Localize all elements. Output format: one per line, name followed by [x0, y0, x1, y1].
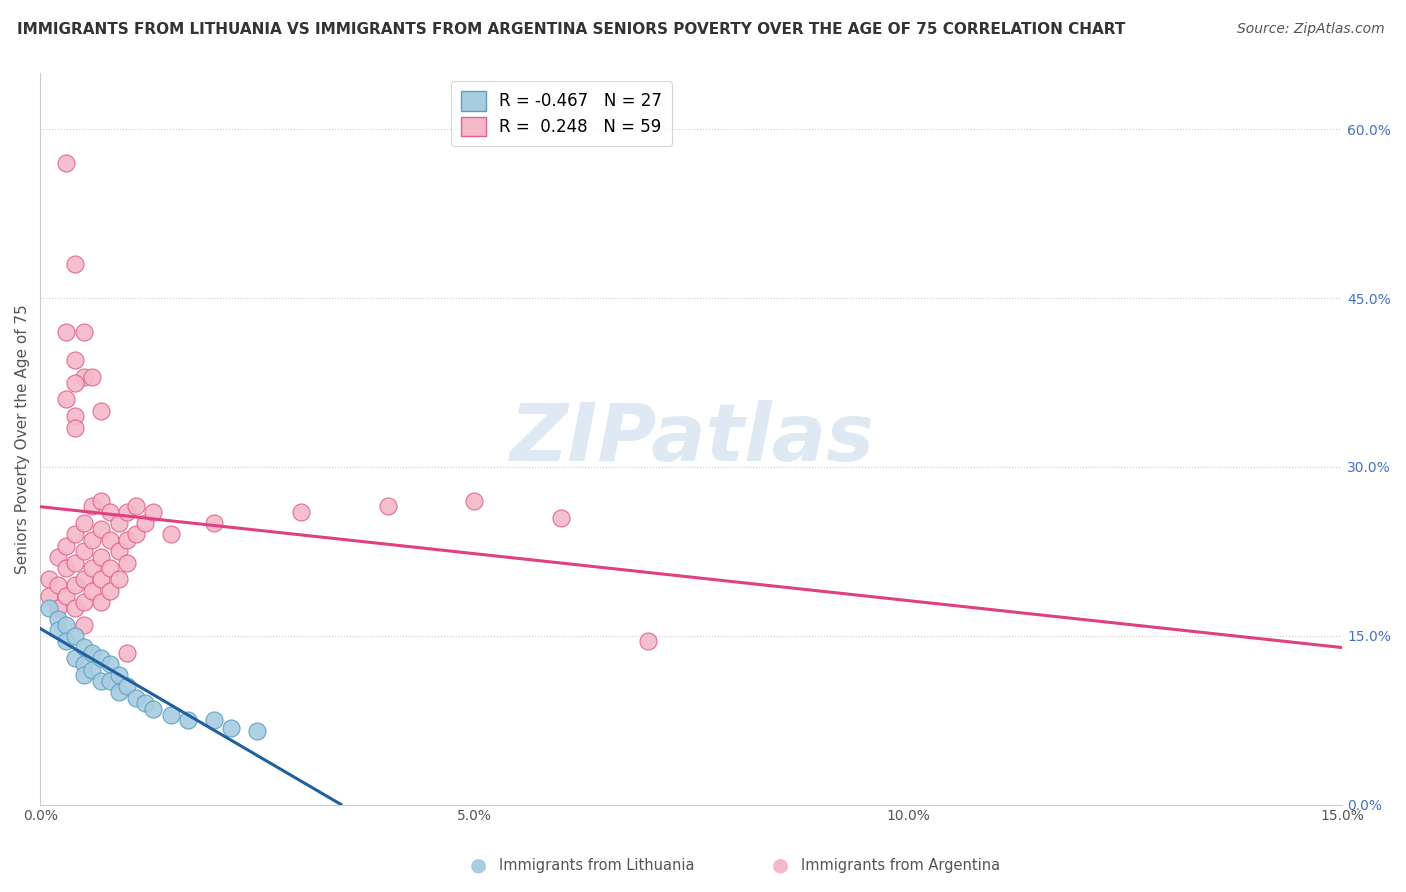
Point: [38, 573, 60, 587]
Point: [115, 646, 138, 660]
Point: [63, 257, 86, 271]
Point: [90, 673, 112, 688]
Point: [90, 522, 112, 536]
Point: [90, 651, 112, 665]
Point: [107, 573, 129, 587]
Point: [38, 600, 60, 615]
Point: [63, 420, 86, 434]
Point: [73, 617, 96, 632]
Text: ●: ●: [470, 855, 486, 875]
Point: [107, 668, 129, 682]
Point: [55, 561, 77, 575]
Point: [63, 353, 86, 368]
Point: [290, 505, 312, 519]
Point: [115, 556, 138, 570]
Point: [46, 612, 69, 626]
Point: [98, 673, 121, 688]
Point: [125, 500, 148, 514]
Point: [73, 573, 96, 587]
Point: [115, 533, 138, 547]
Point: [55, 590, 77, 604]
Point: [46, 623, 69, 637]
Point: [377, 500, 399, 514]
Point: [202, 516, 225, 531]
Point: [63, 600, 86, 615]
Point: [55, 325, 77, 339]
Point: [55, 392, 77, 407]
Point: [115, 680, 138, 694]
Point: [63, 527, 86, 541]
Point: [55, 539, 77, 553]
Point: [463, 493, 485, 508]
Point: [73, 657, 96, 671]
Point: [82, 583, 104, 598]
Point: [107, 516, 129, 531]
Y-axis label: Seniors Poverty Over the Age of 75: Seniors Poverty Over the Age of 75: [15, 304, 30, 574]
Point: [46, 600, 69, 615]
Text: ●: ●: [772, 855, 789, 875]
Point: [73, 668, 96, 682]
Point: [63, 629, 86, 643]
Point: [134, 696, 156, 710]
Point: [107, 685, 129, 699]
Point: [221, 721, 243, 735]
Point: [98, 505, 121, 519]
Point: [55, 156, 77, 170]
Point: [82, 561, 104, 575]
Point: [82, 370, 104, 384]
Point: [90, 573, 112, 587]
Point: [82, 646, 104, 660]
Point: [55, 634, 77, 648]
Text: Immigrants from Lithuania: Immigrants from Lithuania: [499, 858, 695, 872]
Point: [82, 663, 104, 677]
Point: [202, 713, 225, 727]
Text: Source: ZipAtlas.com: Source: ZipAtlas.com: [1237, 22, 1385, 37]
Point: [46, 549, 69, 564]
Point: [142, 505, 165, 519]
Point: [90, 549, 112, 564]
Point: [125, 527, 148, 541]
Point: [98, 561, 121, 575]
Point: [55, 617, 77, 632]
Point: [134, 516, 156, 531]
Point: [107, 544, 129, 558]
Point: [98, 583, 121, 598]
Point: [159, 707, 181, 722]
Point: [90, 595, 112, 609]
Point: [82, 533, 104, 547]
Point: [73, 595, 96, 609]
Point: [73, 370, 96, 384]
Point: [98, 533, 121, 547]
Point: [115, 505, 138, 519]
Point: [73, 544, 96, 558]
Point: [159, 527, 181, 541]
Point: [637, 634, 659, 648]
Legend: R = -0.467   N = 27, R =  0.248   N = 59: R = -0.467 N = 27, R = 0.248 N = 59: [450, 81, 672, 146]
Point: [177, 713, 200, 727]
Point: [46, 578, 69, 592]
Point: [82, 500, 104, 514]
Point: [550, 510, 572, 524]
Point: [246, 724, 269, 739]
Point: [90, 403, 112, 417]
Point: [63, 376, 86, 390]
Point: [73, 640, 96, 654]
Point: [63, 556, 86, 570]
Text: IMMIGRANTS FROM LITHUANIA VS IMMIGRANTS FROM ARGENTINA SENIORS POVERTY OVER THE : IMMIGRANTS FROM LITHUANIA VS IMMIGRANTS …: [17, 22, 1125, 37]
Point: [63, 409, 86, 424]
Point: [142, 702, 165, 716]
Point: [38, 590, 60, 604]
Point: [125, 690, 148, 705]
Text: ZIPatlas: ZIPatlas: [509, 400, 875, 478]
Point: [63, 578, 86, 592]
Point: [98, 657, 121, 671]
Point: [73, 516, 96, 531]
Point: [63, 651, 86, 665]
Text: Immigrants from Argentina: Immigrants from Argentina: [801, 858, 1001, 872]
Point: [90, 493, 112, 508]
Point: [73, 325, 96, 339]
